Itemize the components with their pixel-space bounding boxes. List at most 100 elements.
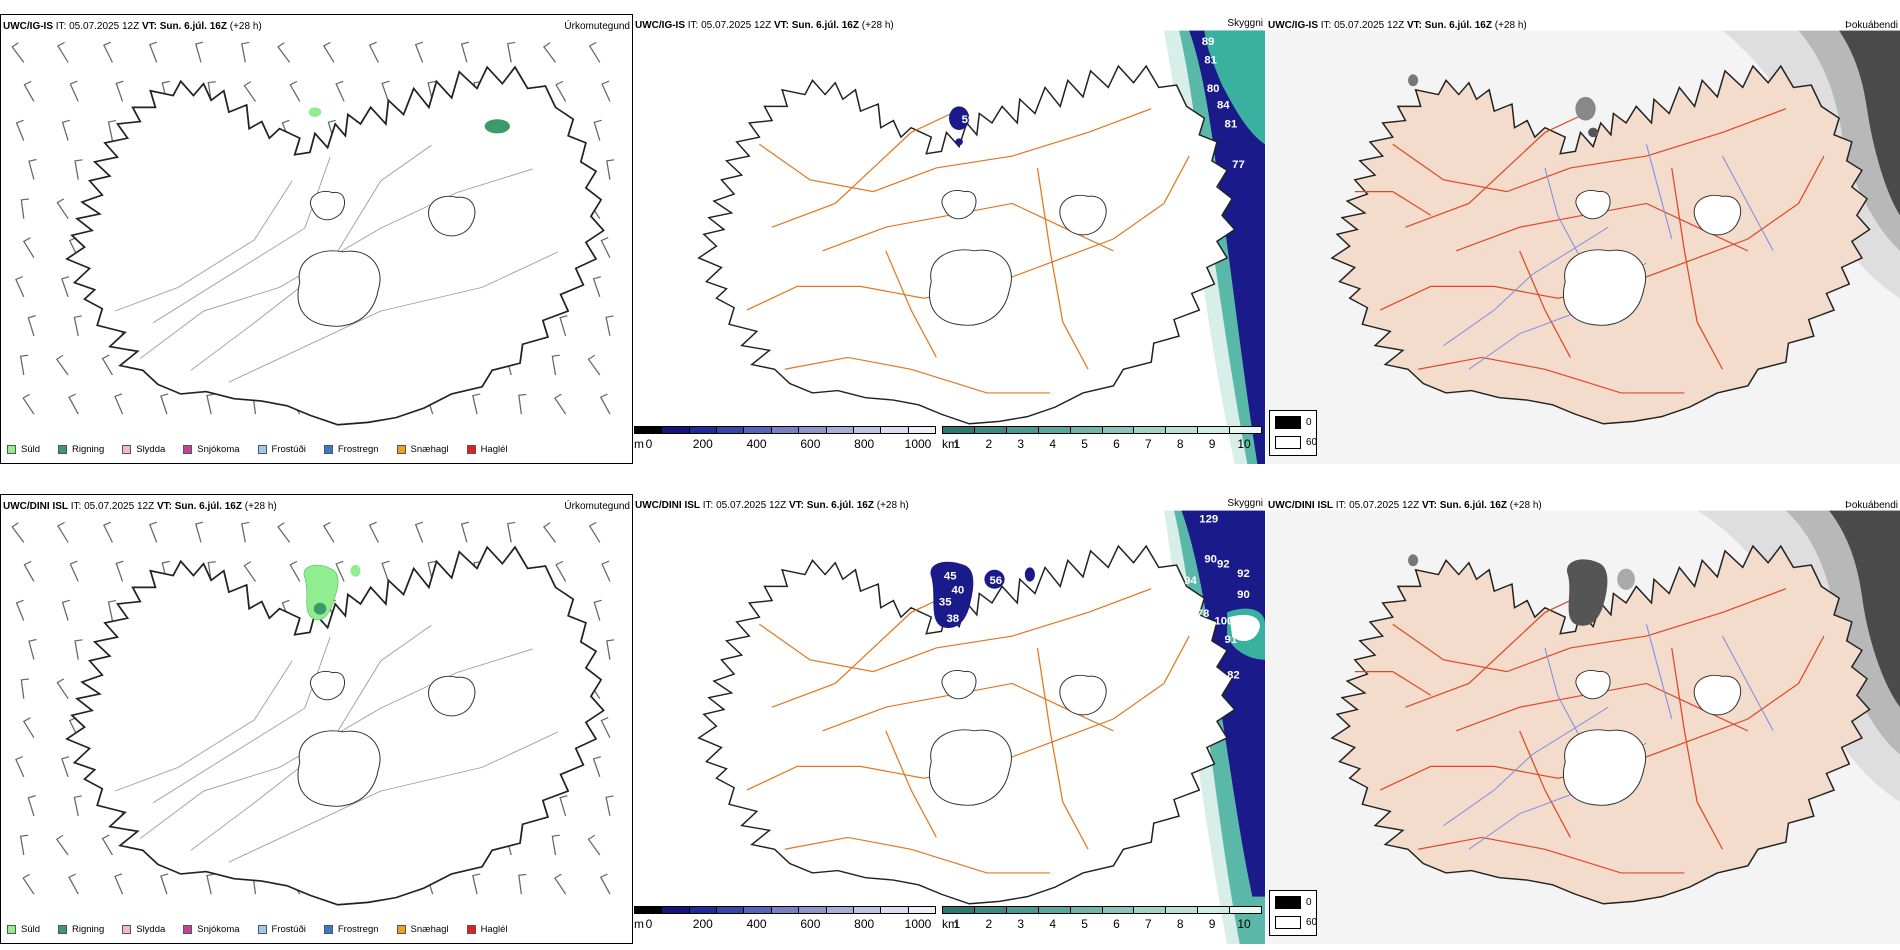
wind-barb bbox=[592, 756, 601, 778]
map-visibility-bottom: 129 90 92 92 94 90 78 100 91 82 45 40 35… bbox=[697, 510, 1265, 944]
precip-type-legend: Súld Rigning Slydda Snjókoma Frostúði Frostre… bbox=[7, 444, 508, 455]
wind-barb bbox=[22, 393, 35, 415]
wind-barb bbox=[27, 315, 36, 337]
wind-barb bbox=[103, 41, 113, 63]
ceiling-label: 82 bbox=[1227, 670, 1240, 682]
colorbar-tick: 2 bbox=[985, 917, 993, 931]
wind-barb bbox=[559, 795, 568, 817]
colorbar-strip bbox=[942, 426, 1262, 434]
wind-barb bbox=[472, 873, 481, 895]
legend-item: Súld bbox=[7, 444, 40, 455]
colorbar-tick: 1 bbox=[953, 437, 961, 451]
visibility-colorbar: km 1 2 3 4 5 6 7 8 9 10 bbox=[942, 426, 1262, 456]
ceiling-label: 59 bbox=[962, 114, 975, 126]
colorbar-strip bbox=[634, 906, 936, 914]
colorbar-tick: 5 bbox=[1081, 917, 1088, 931]
wind-barb bbox=[588, 521, 601, 543]
legend-item: Snjókoma bbox=[183, 444, 240, 455]
colorbar-tick: 5 bbox=[1081, 437, 1088, 451]
colorbar-tick: 3 bbox=[1017, 917, 1025, 931]
colorbar-tick: 600 bbox=[800, 437, 821, 451]
legend-label: Súld bbox=[21, 924, 41, 935]
legend-swatch bbox=[323, 925, 333, 934]
map-fog-top bbox=[1266, 30, 1900, 464]
legend-swatch bbox=[323, 445, 333, 454]
wind-barb bbox=[554, 393, 567, 415]
wind-barb bbox=[101, 354, 113, 376]
wind-barb bbox=[588, 41, 601, 63]
wind-barb bbox=[335, 560, 345, 582]
wind-barb bbox=[56, 678, 69, 699]
wind-barb bbox=[593, 599, 602, 621]
drizzle-cell bbox=[350, 564, 361, 577]
ceiling-label: 38 bbox=[946, 613, 959, 625]
wind-barb bbox=[472, 393, 481, 415]
wind-barb bbox=[207, 561, 216, 582]
wind-barb bbox=[68, 873, 79, 895]
legend-item: Haglél bbox=[466, 924, 508, 935]
wind-barb bbox=[551, 354, 560, 376]
legend-swatch bbox=[466, 925, 476, 934]
legend-label: Frostúði bbox=[271, 924, 306, 935]
wind-barb bbox=[414, 41, 424, 63]
wind-barb bbox=[592, 276, 601, 298]
wind-barb bbox=[22, 873, 35, 895]
wind-barb bbox=[57, 521, 69, 543]
legend-item: Rigning bbox=[58, 924, 104, 935]
precip-type-legend: Súld Rigning Slydda Snjókoma Frostúði Frostre… bbox=[7, 924, 508, 935]
ceiling-label: 40 bbox=[952, 585, 965, 597]
map-precip-bottom bbox=[11, 521, 615, 906]
wind-barb bbox=[555, 80, 567, 102]
wind-barb bbox=[601, 80, 611, 102]
ceiling-label: 92 bbox=[1217, 559, 1230, 571]
colorbar-tick: 800 bbox=[854, 917, 875, 931]
legend-label: Frostúði bbox=[271, 444, 306, 455]
panel-header: UWC/IG-IS IT: 05.07.2025 12Z VT: Sun. 6.… bbox=[1268, 20, 1527, 31]
legend-item: Súld bbox=[7, 924, 40, 935]
legend-item: Frostregn bbox=[323, 444, 379, 455]
wind-barb bbox=[115, 560, 124, 582]
legend-label: Frostregn bbox=[337, 444, 379, 455]
ceiling-label: 77 bbox=[1232, 159, 1245, 171]
colorbar-tick: 200 bbox=[692, 437, 713, 451]
legend-label: Frostregn bbox=[337, 924, 379, 935]
panel-fog-top: UWC/IG-IS IT: 05.07.2025 12Z VT: Sun. 6.… bbox=[1266, 14, 1900, 464]
panel-visibility-bottom: UWC/DINI ISL IT: 05.07.2025 12Z VT: Sun.… bbox=[633, 494, 1265, 944]
panel-precip-type-top: UWC/IG-IS IT: 05.07.2025 12Z VT: Sun. 6.… bbox=[0, 14, 633, 464]
legend-label: Snjókoma bbox=[197, 924, 240, 935]
wind-barb bbox=[335, 80, 345, 102]
wind-barb bbox=[68, 393, 79, 415]
panel-visibility-top: UWC/IG-IS IT: 05.07.2025 12Z VT: Sun. 6.… bbox=[633, 14, 1265, 464]
field-name: Þokuábendi bbox=[1845, 20, 1898, 31]
wind-barb bbox=[160, 393, 169, 415]
colorbar-tick: 2 bbox=[985, 437, 993, 451]
legend-item: Frostúði bbox=[257, 924, 306, 935]
wind-barb bbox=[289, 560, 301, 582]
wind-barb bbox=[414, 521, 424, 543]
wind-barb bbox=[506, 41, 516, 63]
wind-barb bbox=[551, 834, 560, 856]
map-visibility-top: 89 81 80 84 81 77 66 59 bbox=[697, 22, 1265, 464]
colorbar-tick: 400 bbox=[746, 917, 767, 931]
wind-barb bbox=[160, 873, 169, 895]
wind-barb bbox=[460, 41, 470, 63]
ceiling-label: 35 bbox=[939, 597, 952, 609]
wind-barb bbox=[277, 522, 291, 543]
colorbar-tick: 10 bbox=[1237, 917, 1251, 931]
colorbar-tick: 8 bbox=[1176, 917, 1184, 931]
legend-label: Slydda bbox=[136, 924, 166, 935]
colorbar-tick: 10 bbox=[1237, 437, 1251, 451]
legend-item: Haglél bbox=[466, 444, 508, 455]
wind-barb bbox=[56, 198, 69, 219]
wind-barb bbox=[103, 521, 113, 543]
ceiling-label: 90 bbox=[1237, 590, 1250, 602]
colorbar-unit: km bbox=[942, 917, 958, 931]
wind-barb bbox=[73, 315, 82, 337]
ceiling-label: 45 bbox=[944, 571, 957, 583]
wind-barb bbox=[55, 834, 69, 856]
colorbar-tick: 1000 bbox=[904, 917, 932, 931]
ceiling-label: 80 bbox=[1207, 83, 1220, 95]
wind-barb bbox=[322, 521, 335, 543]
wind-barb bbox=[28, 158, 37, 180]
colorbar-tick: 1000 bbox=[904, 437, 932, 451]
